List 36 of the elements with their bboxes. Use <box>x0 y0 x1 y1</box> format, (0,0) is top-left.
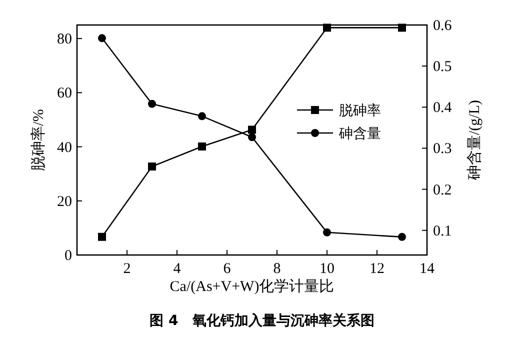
point <box>323 24 331 32</box>
x-tick-label: 12 <box>370 261 384 277</box>
y2-tick-label: 0.5 <box>433 59 452 76</box>
y2-tick-label: 0.6 <box>433 18 452 34</box>
y2-axis-title: 砷含量/(g/L) <box>466 100 483 181</box>
legend-label: 砷含量 <box>338 126 381 142</box>
y2-tick-label: 0.2 <box>433 182 452 198</box>
point <box>198 142 206 150</box>
x-tick-label: 14 <box>420 261 435 277</box>
point <box>398 232 406 241</box>
point <box>148 162 156 171</box>
x-tick-label: 10 <box>320 261 334 277</box>
y-tick-label: 40 <box>57 140 72 156</box>
x-tick-label: 4 <box>173 261 182 277</box>
y-axis-title: 脱砷率/% <box>30 109 47 171</box>
text: 图 4 氧化钙加入量与沉砷率关系图 <box>150 312 374 329</box>
point <box>98 34 106 42</box>
point <box>148 100 156 108</box>
y2-tick-label: 0.1 <box>433 223 452 240</box>
x-tick-label: 6 <box>223 261 232 277</box>
y-tick-label: 0 <box>64 248 72 264</box>
point <box>398 24 406 32</box>
point <box>248 133 256 142</box>
y2-tick-label: 0.3 <box>433 141 452 158</box>
y2-tick-label: 0.4 <box>433 100 452 116</box>
y-tick-label: 80 <box>57 32 72 48</box>
x-tick-label: 8 <box>273 261 281 277</box>
point <box>248 126 256 134</box>
point <box>198 112 206 120</box>
y-tick-label: 20 <box>57 194 72 210</box>
x-axis-title: Ca/(As+V+W)化学计量比 <box>170 278 334 295</box>
x-tick-label: 2 <box>123 261 131 277</box>
point <box>323 228 331 236</box>
legend-label: 脱砷率 <box>339 103 381 119</box>
y-tick-label: 60 <box>57 86 72 102</box>
point <box>98 232 106 241</box>
